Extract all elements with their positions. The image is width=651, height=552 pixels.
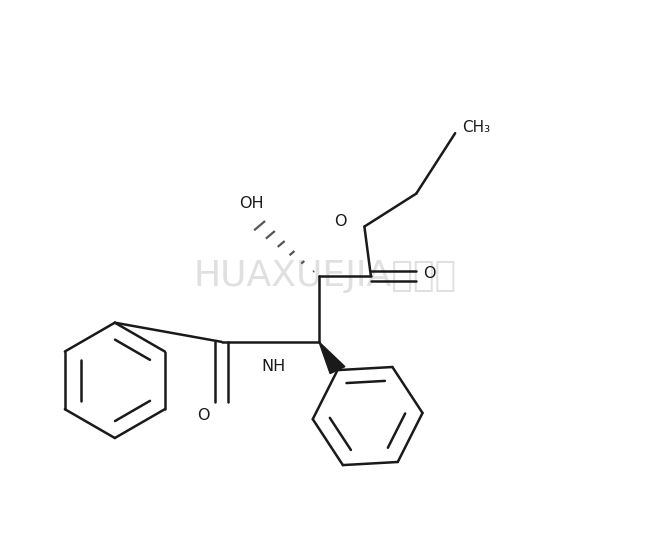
Text: CH₃: CH₃ xyxy=(462,120,490,135)
Text: O: O xyxy=(422,266,436,281)
Polygon shape xyxy=(319,342,345,374)
Text: NH: NH xyxy=(262,359,286,374)
Text: O: O xyxy=(198,408,210,423)
Text: O: O xyxy=(334,214,346,229)
Text: OH: OH xyxy=(239,196,263,211)
Text: HUAXUEJIA化学加: HUAXUEJIA化学加 xyxy=(194,259,457,293)
